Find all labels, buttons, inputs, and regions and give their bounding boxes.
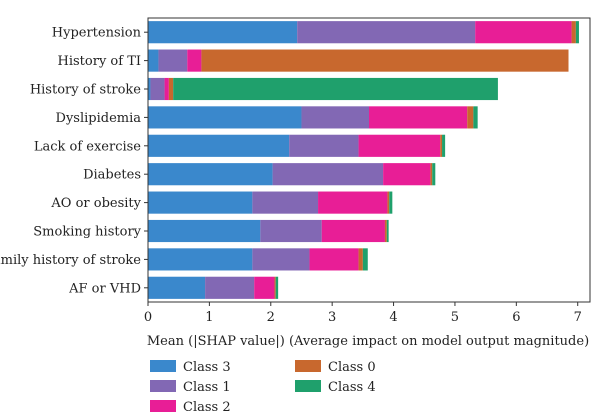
- bar-segment: [575, 21, 579, 44]
- bar-segment: [297, 21, 476, 44]
- bar-segment: [164, 77, 169, 101]
- bar-segment: [148, 106, 302, 129]
- legend-swatch: [295, 360, 321, 372]
- bar-segment: [252, 248, 310, 271]
- bar-segment: [467, 106, 474, 129]
- bar-segment: [369, 106, 468, 129]
- bar-segment: [148, 248, 253, 271]
- bar-segment: [272, 163, 384, 186]
- bar-segment: [362, 248, 368, 271]
- x-tick-label: 7: [574, 310, 582, 325]
- bar-segment: [301, 106, 369, 129]
- bar-segment: [148, 77, 151, 101]
- bar-segment: [358, 134, 441, 157]
- bar-segment: [432, 163, 436, 186]
- bar-segment: [254, 276, 275, 299]
- legend-swatch: [150, 400, 176, 412]
- bar-segment: [440, 134, 443, 157]
- bar-segment: [289, 134, 359, 157]
- category-label: Dyslipidemia: [56, 111, 142, 126]
- bar-segment: [442, 134, 446, 157]
- legend: Class 3 Class 1 Class 2 Class 0 Class 4: [150, 360, 376, 414]
- legend-swatch: [150, 380, 176, 392]
- bar-segment: [168, 77, 174, 101]
- bar-segment: [318, 191, 388, 214]
- category-label: History of stroke: [30, 83, 141, 98]
- x-tick-label: 4: [389, 310, 397, 325]
- plot-frame: [147, 17, 591, 303]
- bar-segment: [158, 49, 188, 72]
- legend-swatch: [150, 360, 176, 372]
- legend-label: Class 4: [328, 380, 376, 395]
- bar-segment: [205, 276, 255, 299]
- x-axis-label: Mean (|SHAP value|) (Average impact on m…: [147, 334, 589, 349]
- bar-segment: [430, 163, 433, 186]
- x-tick-label: 5: [451, 310, 459, 325]
- bar-segment: [148, 134, 290, 157]
- category-label: AF or VHD: [68, 281, 141, 296]
- bar-segment: [148, 163, 273, 186]
- bar-segment: [309, 248, 359, 271]
- bar-segment: [148, 49, 159, 72]
- bar-segment: [387, 191, 390, 214]
- category-labels: Hypertension History of TI History of stro…: [0, 26, 148, 296]
- bar-segment: [389, 191, 393, 214]
- bars-group: [148, 21, 579, 299]
- category-label: Diabetes: [83, 168, 141, 183]
- x-tick-label: 2: [267, 310, 275, 325]
- x-tick-label: 1: [205, 310, 213, 325]
- category-label: Family history of stroke: [0, 253, 141, 268]
- bar-segment: [384, 219, 387, 243]
- legend-label: Class 1: [183, 380, 231, 395]
- bar-segment: [148, 276, 206, 299]
- x-axis: 0 1 2 3 4 5 6 7: [144, 302, 582, 325]
- category-label: AO or obesity: [50, 196, 141, 211]
- bar-segment: [275, 276, 279, 299]
- x-tick-label: 6: [512, 310, 520, 325]
- bar-segment: [148, 191, 253, 214]
- bar-segment: [274, 276, 276, 299]
- bar-segment: [473, 106, 478, 129]
- category-label: History of TI: [58, 54, 141, 69]
- legend-label: Class 0: [328, 360, 376, 375]
- category-label: Hypertension: [52, 26, 142, 41]
- bar-segment: [571, 21, 576, 44]
- bar-segment: [252, 191, 319, 214]
- bar-segment: [148, 21, 298, 44]
- category-label: Smoking history: [33, 225, 141, 240]
- bar-segment: [150, 77, 165, 101]
- bar-segment: [173, 77, 498, 101]
- bar-segment: [321, 219, 385, 243]
- bar-segment: [201, 49, 569, 72]
- x-tick-label: 0: [144, 310, 152, 325]
- bar-segment: [383, 163, 431, 186]
- bar-segment: [475, 21, 572, 44]
- bar-segment: [386, 219, 389, 243]
- bar-segment: [187, 49, 202, 72]
- legend-label: Class 3: [183, 360, 231, 375]
- bar-segment: [358, 248, 363, 271]
- legend-label: Class 2: [183, 400, 231, 414]
- bar-segment: [260, 219, 322, 243]
- x-tick-label: 3: [328, 310, 336, 325]
- bar-segment: [148, 219, 261, 243]
- category-label: Lack of exercise: [34, 139, 141, 154]
- legend-swatch: [295, 380, 321, 392]
